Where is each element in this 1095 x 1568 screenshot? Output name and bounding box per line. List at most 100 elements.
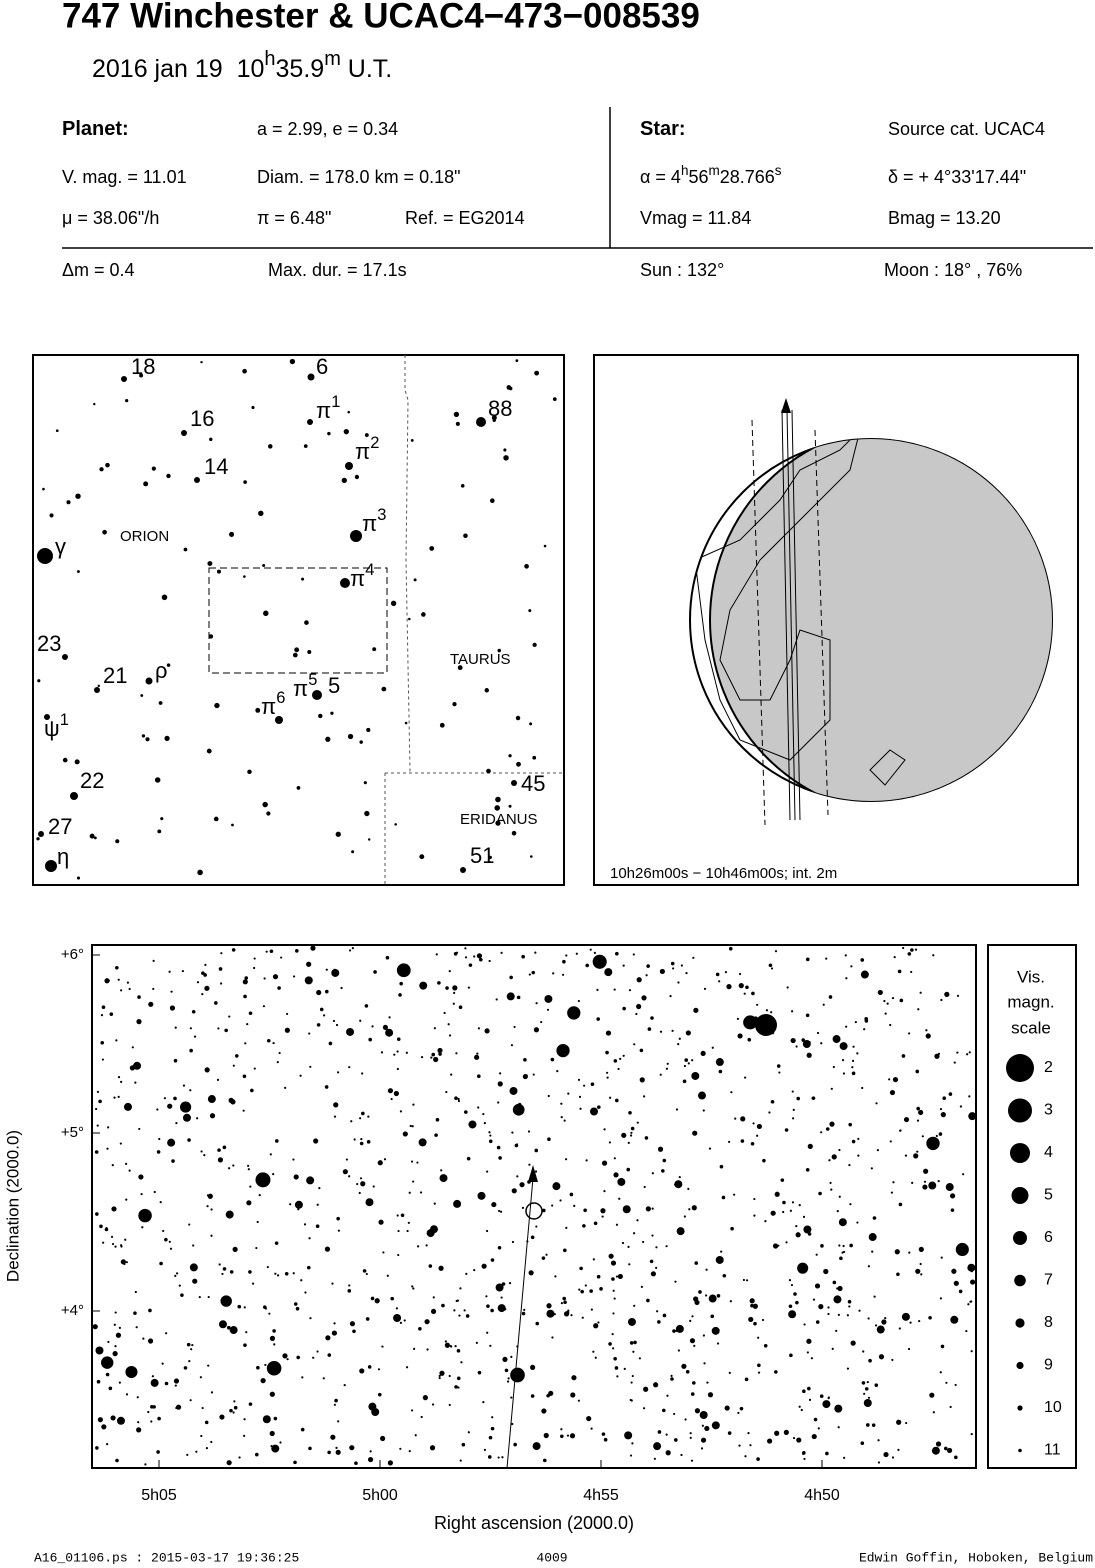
star [396, 1050, 399, 1053]
star [820, 1042, 823, 1045]
star [922, 1184, 928, 1190]
star [697, 1091, 706, 1100]
star [516, 761, 521, 767]
star [433, 1056, 439, 1063]
star [418, 1326, 422, 1331]
star [744, 1455, 747, 1458]
star [795, 1225, 798, 1228]
star [669, 995, 672, 998]
star [630, 1381, 633, 1384]
info-cell: Δm = 0.4 [62, 260, 135, 280]
text-part: 22 [80, 768, 104, 793]
star [950, 1315, 959, 1324]
star-label: π3 [362, 507, 386, 536]
star [834, 1404, 843, 1413]
star [148, 1001, 154, 1007]
star [937, 1052, 941, 1055]
star [916, 1106, 920, 1111]
legend-label: 2 [1044, 1059, 1053, 1076]
star [656, 1310, 659, 1313]
star [464, 1110, 468, 1114]
star [753, 1197, 756, 1201]
star [349, 1321, 356, 1327]
star [74, 759, 80, 765]
star [676, 1227, 685, 1236]
star [942, 1096, 947, 1101]
star [94, 687, 100, 693]
star [556, 1070, 559, 1073]
footer-text: Edwin Goffin, Hoboken, Belgium [859, 1550, 1093, 1565]
star [359, 740, 363, 744]
star [273, 1343, 276, 1346]
star [622, 1006, 626, 1011]
star [790, 1283, 794, 1287]
star [596, 1274, 601, 1279]
info-cell: α = 4h56m28.766s [640, 162, 782, 186]
star [141, 734, 146, 738]
star [174, 1026, 177, 1029]
star [910, 948, 914, 952]
star [417, 1245, 420, 1248]
star [247, 769, 252, 775]
star [582, 1224, 586, 1228]
star [350, 530, 362, 542]
legend-dot [1011, 1187, 1029, 1204]
star [38, 831, 44, 837]
star [246, 1200, 252, 1206]
star [216, 1078, 220, 1081]
text-part: 1 [331, 394, 340, 412]
star [255, 707, 261, 713]
star [101, 1424, 107, 1430]
star [431, 1403, 435, 1406]
star [626, 1167, 631, 1172]
star [890, 1191, 893, 1194]
star [613, 1356, 617, 1361]
star [803, 1457, 806, 1461]
star [665, 1433, 668, 1436]
legend-label: 8 [1044, 1314, 1053, 1331]
star [488, 855, 492, 860]
star [920, 1273, 923, 1276]
star [209, 437, 213, 442]
star [410, 1409, 414, 1412]
star [444, 1340, 447, 1343]
star [707, 1392, 714, 1398]
star [500, 1296, 503, 1299]
star [708, 1147, 712, 1150]
star [275, 716, 283, 724]
text-part: Planet: [62, 118, 129, 140]
star [251, 405, 255, 410]
star [115, 1458, 119, 1463]
star [360, 1137, 363, 1141]
star [169, 1247, 173, 1250]
star [337, 1229, 340, 1232]
star [331, 1282, 334, 1285]
star [204, 985, 210, 991]
star [450, 1345, 453, 1348]
star [791, 1201, 795, 1204]
star [341, 477, 347, 483]
star [220, 982, 223, 985]
text-part: δ = + 4°33'17.44" [888, 167, 1026, 187]
star [166, 473, 171, 479]
star [863, 1392, 866, 1395]
star [372, 647, 377, 652]
star [114, 1311, 117, 1314]
star [532, 1073, 535, 1076]
star [289, 358, 296, 365]
star [110, 1415, 116, 1421]
star-label: 22 [80, 768, 104, 793]
star [316, 1023, 321, 1027]
legend-dot [1015, 1318, 1025, 1328]
star [789, 1353, 793, 1358]
star [200, 1150, 203, 1153]
star [745, 985, 749, 990]
star [37, 679, 41, 683]
star [359, 1141, 364, 1146]
star [792, 1108, 795, 1111]
star [218, 1263, 221, 1266]
star [400, 1213, 405, 1218]
star [666, 1062, 669, 1065]
star [636, 1121, 639, 1124]
star [499, 1210, 503, 1213]
